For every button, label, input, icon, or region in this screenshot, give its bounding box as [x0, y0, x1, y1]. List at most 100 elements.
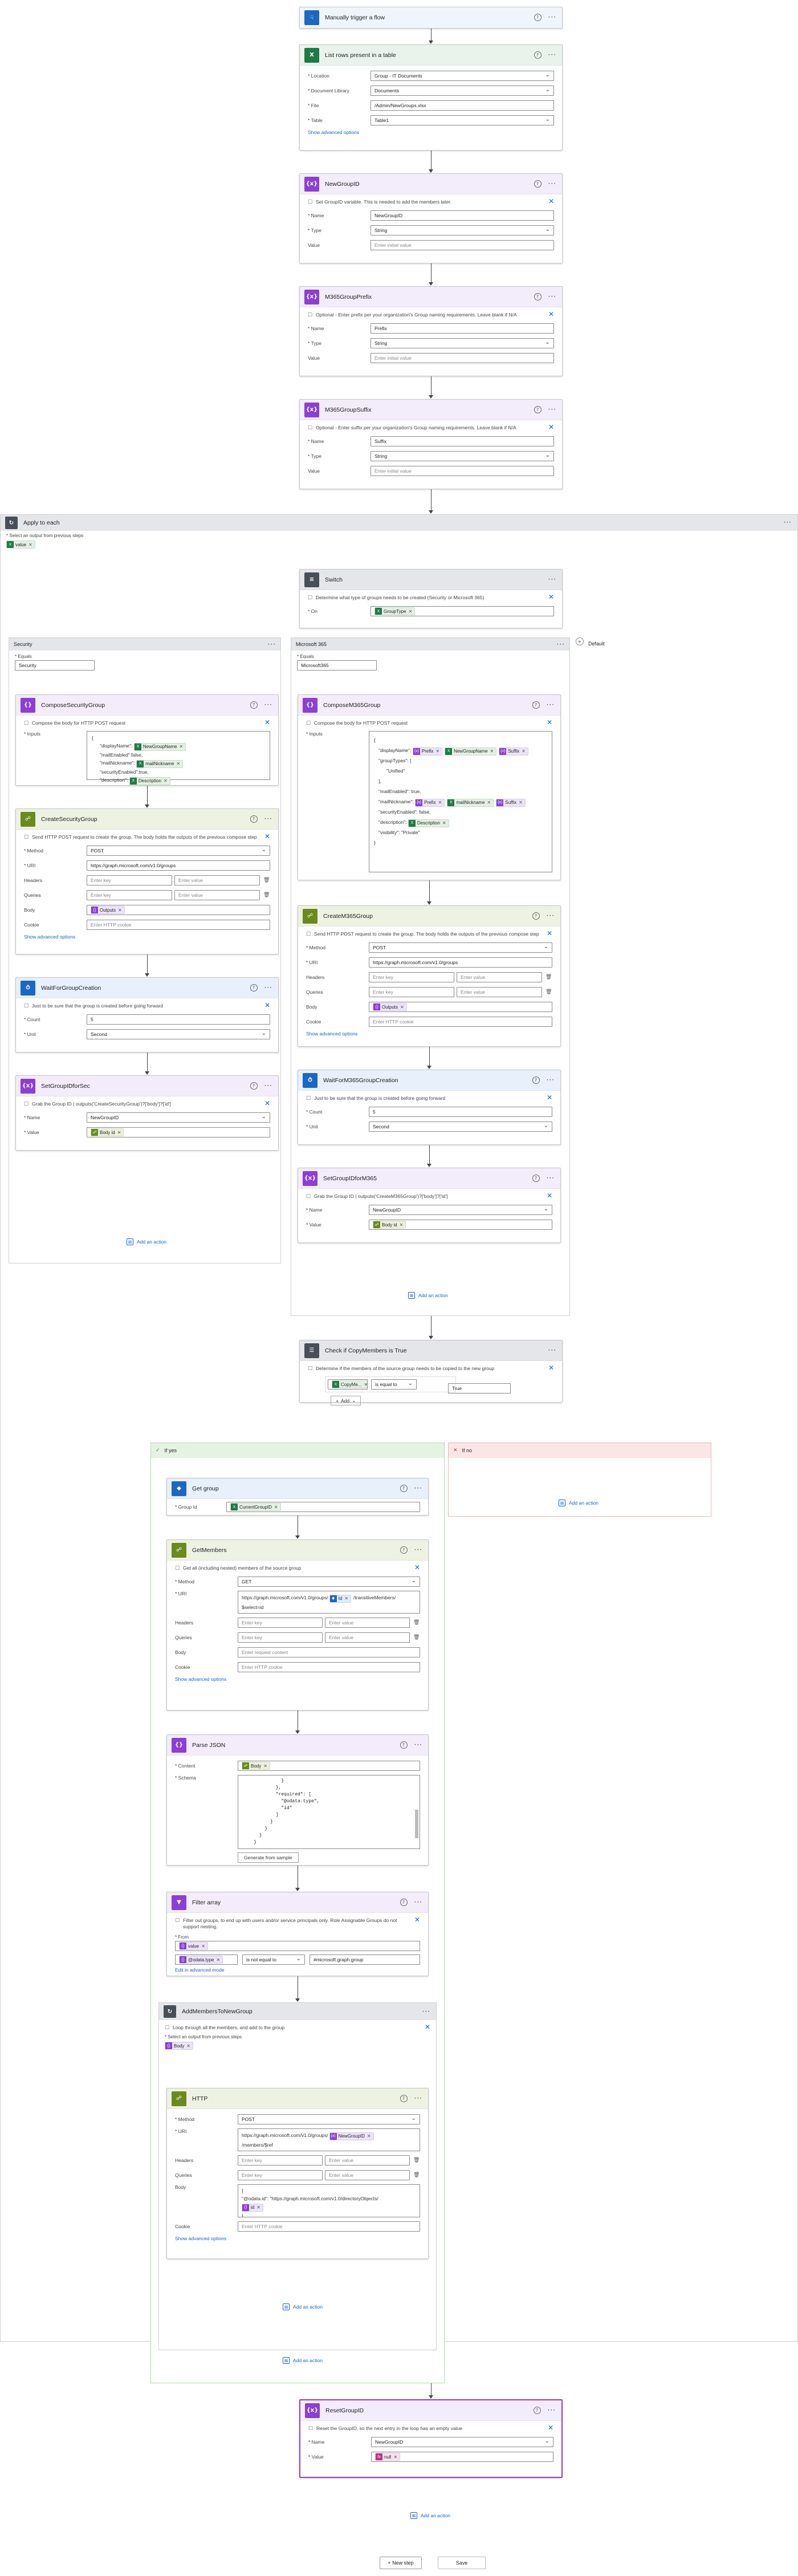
count-input[interactable]: 5 — [87, 1014, 270, 1025]
help-icon[interactable]: ? — [400, 1484, 408, 1492]
delete-icon[interactable]: 🗑 — [413, 2172, 420, 2178]
file-input[interactable]: /Admin/NewGroups.xlsx — [370, 100, 554, 111]
count-input[interactable]: 5 — [369, 1107, 552, 1117]
more-icon[interactable]: ··· — [546, 1174, 555, 1182]
switch-card[interactable]: ≡ Switch ··· □ Determine what type of grou… — [299, 569, 563, 628]
save-button[interactable]: Save — [438, 2557, 486, 2569]
more-icon[interactable]: ··· — [264, 701, 272, 709]
more-icon[interactable]: ··· — [556, 640, 565, 648]
query-key-input[interactable]: Enter key — [238, 2170, 323, 2180]
filter-operator-select[interactable]: is not equal to — [242, 1955, 305, 1965]
trigger-card[interactable]: ☟ Manually trigger a flow ? ··· — [299, 7, 563, 29]
more-icon[interactable]: ··· — [548, 292, 556, 300]
http-card[interactable]: ☍ HTTP ? ··· * Method POST * URI https://gr… — [166, 2088, 429, 2259]
condition-operator-select[interactable]: is equal to — [371, 1379, 417, 1389]
help-icon[interactable]: ? — [534, 180, 542, 188]
body-editor[interactable]: {"@odata.id": "https://graph.microsoft.c… — [238, 2184, 420, 2217]
new-step-button[interactable]: + New step — [380, 2557, 422, 2569]
value-input[interactable]: fx null ✕ — [371, 2452, 553, 2462]
add-action-button[interactable]: ⊞ Add an action — [408, 1292, 448, 1299]
content-input[interactable]: ☍ Body ✕ — [238, 1761, 420, 1771]
delete-icon[interactable]: 🗑 — [413, 1620, 420, 1626]
add-action-button[interactable]: ⊞ Add an action — [410, 2512, 450, 2519]
switch-on-input[interactable]: X GroupType ✕ — [370, 606, 554, 616]
compose-security-card[interactable]: {} ComposeSecurityGroup ? ··· □ Compose the… — [15, 694, 279, 786]
show-advanced-link[interactable]: Show advanced options — [175, 2236, 227, 2241]
close-icon[interactable]: ✕ — [547, 2424, 553, 2432]
header-value-input[interactable]: Enter value — [174, 875, 260, 885]
type-select[interactable]: String — [370, 225, 554, 235]
condition-left-input[interactable]: X CopyMe... ✕ — [328, 1379, 368, 1389]
more-icon[interactable]: ··· — [264, 1082, 272, 1090]
unit-select[interactable]: Second — [369, 1122, 552, 1132]
show-advanced-link[interactable]: Show advanced options — [308, 129, 360, 135]
get-group-card[interactable]: ◆ Get group ? ··· * Group Id X CurrentGroupI… — [166, 1478, 429, 1515]
more-icon[interactable]: ··· — [548, 405, 556, 413]
help-icon[interactable]: ? — [400, 1898, 408, 1906]
wait-m365-card[interactable]: ⏱ WaitForM365GroupCreation ? ··· □ Just to … — [298, 1070, 561, 1145]
setid-security-card[interactable]: {x} SetGroupIDforSec ? ··· □ Grab the Group… — [15, 1075, 279, 1151]
close-icon[interactable]: ✕ — [264, 718, 270, 726]
delete-icon[interactable]: 🗑 — [263, 892, 270, 898]
help-icon[interactable]: ? — [250, 1082, 258, 1090]
close-icon[interactable]: ✕ — [264, 1001, 270, 1009]
help-icon[interactable]: ? — [400, 1741, 408, 1749]
more-icon[interactable]: ··· — [548, 180, 556, 188]
unit-select[interactable]: Second — [87, 1029, 270, 1039]
close-icon[interactable]: ✕ — [548, 1364, 554, 1372]
method-select[interactable]: POST — [369, 942, 552, 953]
wait-security-card[interactable]: ⏱ WaitForGroupCreation ? ··· □ Just to be s… — [15, 977, 279, 1053]
header-key-input[interactable]: Enter key — [87, 875, 172, 885]
more-icon[interactable]: ··· — [267, 640, 276, 648]
more-icon[interactable]: ··· — [414, 1546, 422, 1554]
header-key-input[interactable]: Enter key — [238, 2155, 323, 2165]
help-icon[interactable]: ? — [534, 13, 542, 21]
delete-icon[interactable]: 🗑 — [545, 989, 552, 995]
cookie-input[interactable]: Enter HTTP cookie — [238, 2221, 420, 2232]
add-action-button[interactable]: ⊞ Add an action — [127, 1238, 166, 1245]
help-icon[interactable]: ? — [250, 984, 258, 992]
filter-right-input[interactable]: #microsoft.graph.group — [310, 1955, 420, 1965]
close-icon[interactable]: ✕ — [548, 593, 554, 601]
help-icon[interactable]: ? — [400, 1546, 408, 1554]
condition-right-input[interactable]: True — [448, 1383, 511, 1393]
token[interactable]: X NewGroupName ✕ — [445, 747, 497, 755]
more-icon[interactable]: ··· — [414, 1898, 422, 1906]
token[interactable]: X Description ✕ — [408, 819, 449, 827]
more-icon[interactable]: ··· — [546, 701, 555, 709]
close-icon[interactable]: ✕ — [264, 832, 270, 840]
more-icon[interactable]: ··· — [548, 13, 556, 21]
help-icon[interactable]: ? — [250, 701, 258, 709]
header-key-input[interactable]: Enter key — [369, 972, 454, 982]
delete-icon[interactable]: 🗑 — [545, 974, 552, 980]
close-icon[interactable]: ✕ — [546, 1094, 552, 1102]
help-icon[interactable]: ? — [532, 701, 540, 709]
inputs-editor[interactable]: { "displayName": X NewGroupName ✕ "mailEna… — [87, 731, 270, 785]
name-select[interactable]: NewGroupID — [87, 1112, 270, 1123]
group-id-input[interactable]: X CurrentGroupID ✕ — [226, 1502, 420, 1512]
body-input[interactable]: {} Outputs ✕ — [87, 905, 270, 915]
more-icon[interactable]: ··· — [422, 2008, 430, 2016]
show-advanced-link[interactable]: Show advanced options — [306, 1031, 358, 1037]
query-value-input[interactable]: Enter value — [457, 987, 542, 997]
cookie-input[interactable]: Enter HTTP cookie — [369, 1017, 552, 1027]
body-input[interactable]: Enter request content — [238, 1647, 420, 1657]
token[interactable]: {x} Prefix ✕ — [412, 747, 443, 755]
schema-editor[interactable]: } }, "required": [ "@odata.type", "id" ]… — [238, 1775, 420, 1849]
library-select[interactable]: Documents — [370, 86, 554, 96]
create-m365-card[interactable]: ☍ CreateM365Group ? ··· □ Send HTTP POST re… — [298, 905, 561, 1047]
query-value-input[interactable]: Enter value — [325, 2170, 410, 2180]
more-icon[interactable]: ··· — [548, 575, 556, 583]
value-input[interactable]: ☍ Body id ✕ — [87, 1127, 270, 1137]
token[interactable]: {x} Suffix ✕ — [496, 799, 526, 807]
value-input[interactable]: ☍ Body id ✕ — [369, 1220, 552, 1230]
case-default[interactable]: + — [576, 637, 584, 645]
header-key-input[interactable]: Enter key — [238, 1618, 323, 1628]
help-icon[interactable]: ? — [532, 912, 540, 920]
token[interactable]: X NewGroupName ✕ — [133, 743, 186, 751]
query-key-input[interactable]: Enter key — [87, 890, 172, 900]
more-icon[interactable]: ··· — [548, 1346, 556, 1354]
get-members-card[interactable]: ☍ GetMembers ? ··· □ Get all (including nes… — [166, 1539, 429, 1710]
